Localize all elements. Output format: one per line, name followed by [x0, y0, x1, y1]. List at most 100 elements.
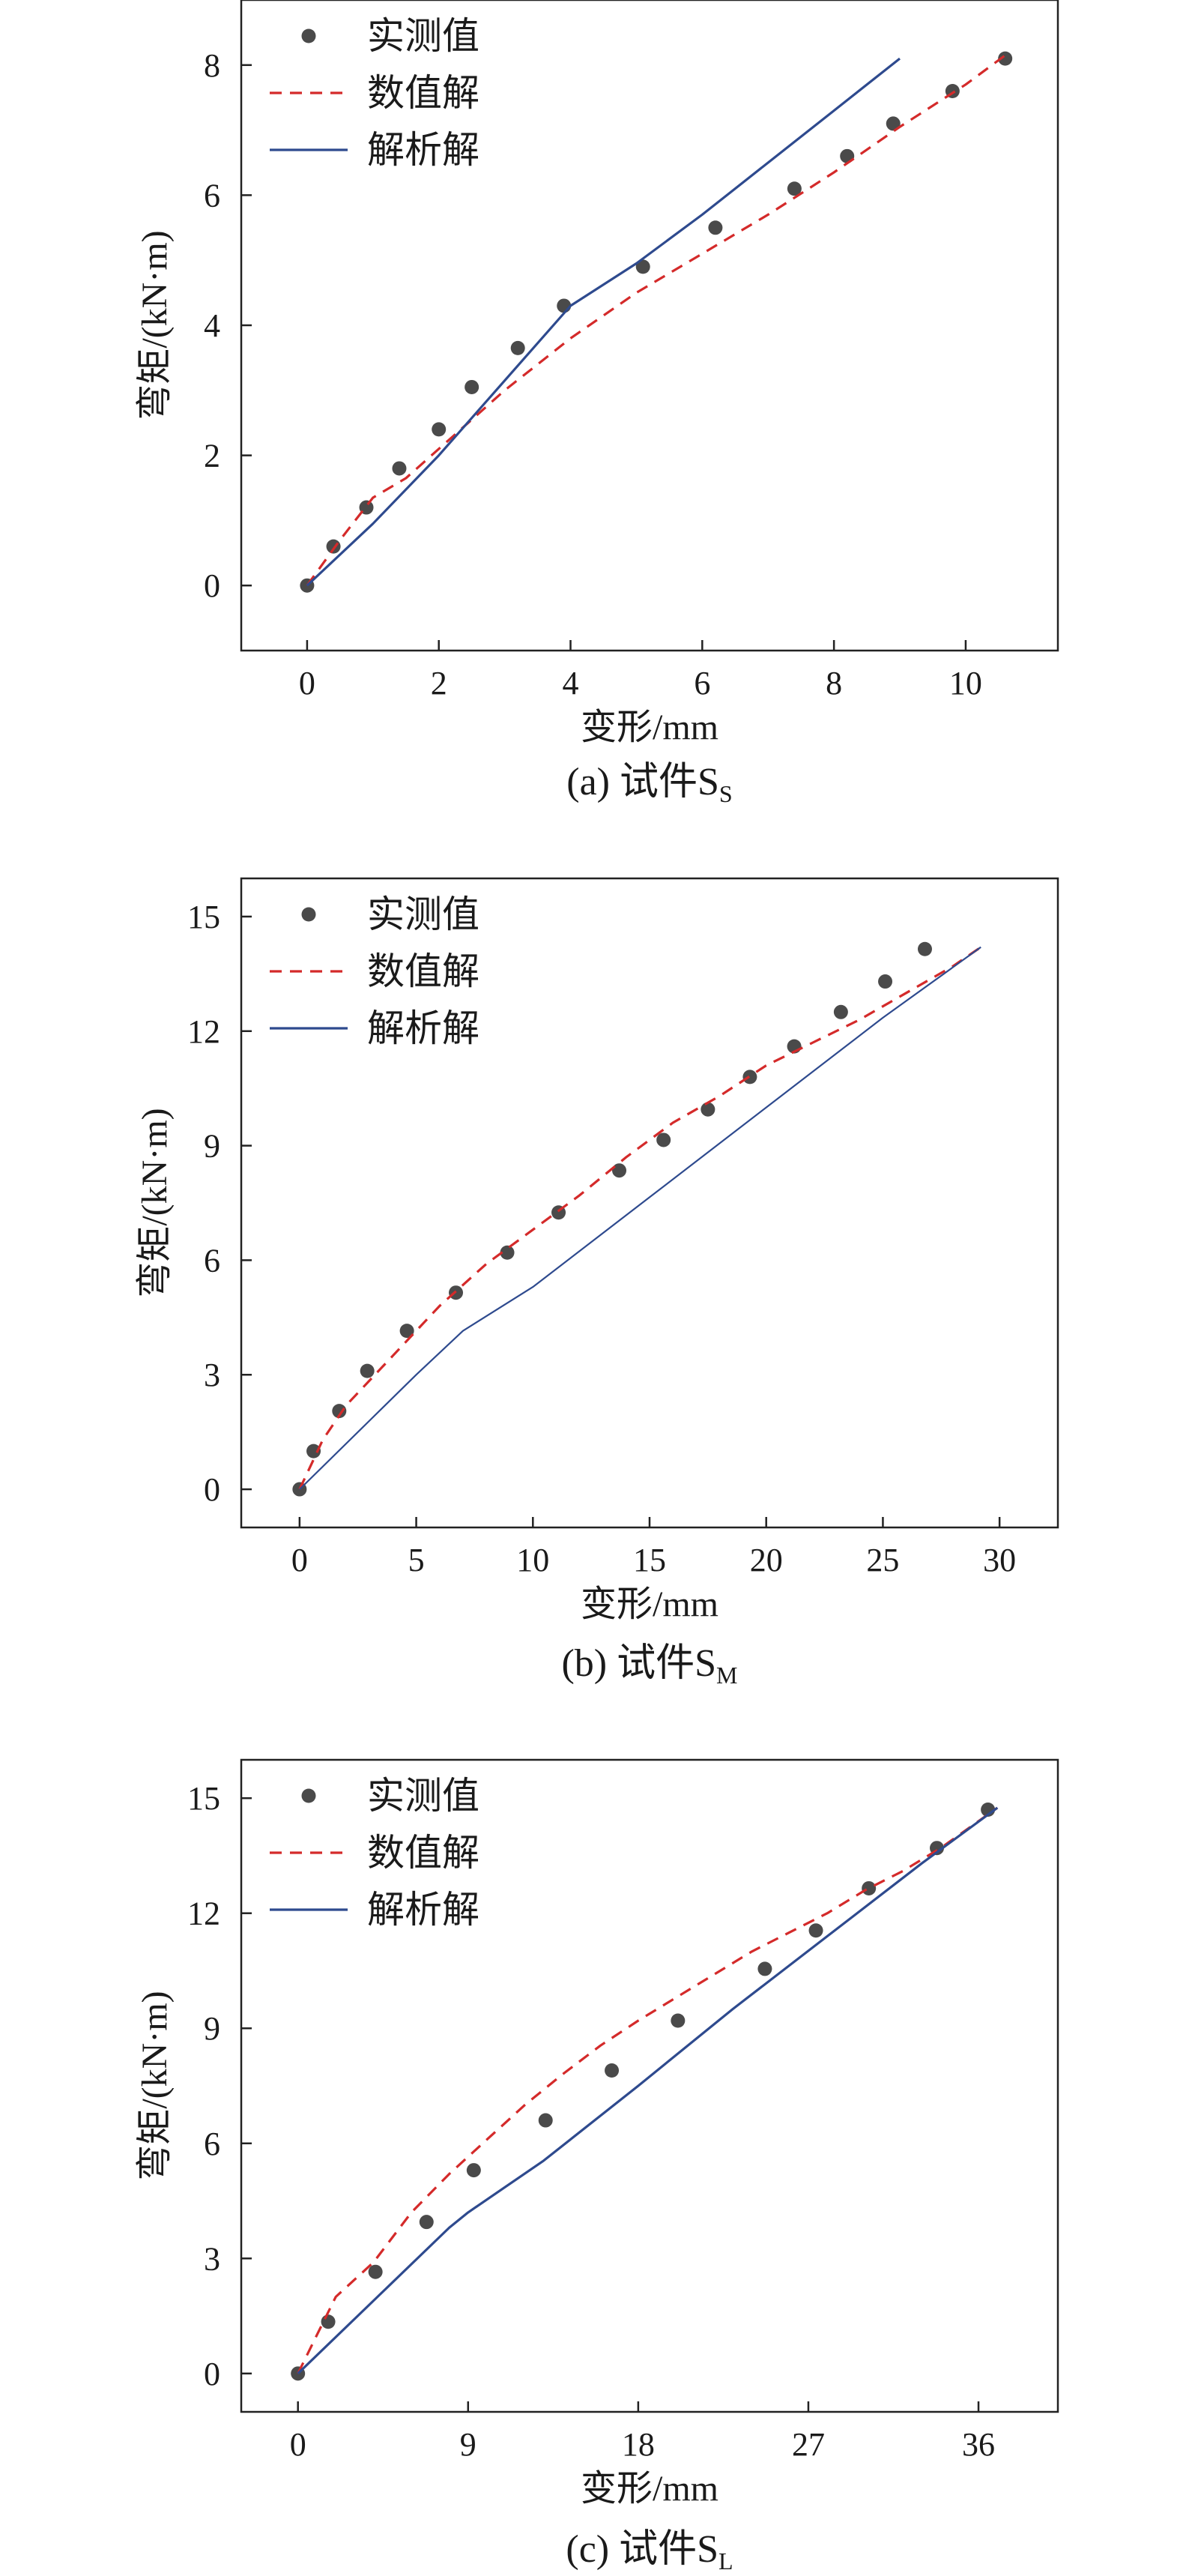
data-point [332, 1404, 347, 1419]
x-tick-label: 10 [516, 1542, 549, 1578]
x-tick-label: 6 [694, 665, 710, 702]
x-tick-label: 5 [408, 1542, 425, 1578]
legend-label: 实测值 [367, 1775, 479, 1817]
chart-caption: (c) 试件SL [566, 2528, 733, 2575]
data-point [998, 51, 1013, 66]
x-tick-label: 0 [290, 2426, 306, 2463]
y-tick-label: 12 [187, 1013, 220, 1050]
data-point [359, 500, 374, 515]
legend-label: 数值解 [367, 72, 479, 114]
legend-marker [301, 907, 316, 922]
data-point [419, 2215, 434, 2230]
x-tick-label: 36 [962, 2426, 995, 2463]
x-tick-label: 10 [949, 665, 982, 702]
y-tick-label: 15 [187, 899, 220, 935]
y-axis-label: 弯矩/(kN·m) [135, 1991, 175, 2180]
legend-label: 解析解 [367, 1007, 479, 1049]
legend-label: 解析解 [367, 129, 479, 171]
series-3-line [306, 57, 901, 587]
data-point [500, 1245, 515, 1260]
data-point [605, 2063, 620, 2078]
data-point [862, 1880, 877, 1895]
legend-label: 数值解 [367, 1832, 479, 1874]
data-point [321, 2314, 336, 2329]
x-tick-label: 18 [622, 2426, 655, 2463]
data-point [708, 220, 723, 235]
data-point [368, 2264, 383, 2279]
y-tick-label: 2 [204, 438, 220, 474]
data-point [635, 259, 650, 274]
series-2-line [298, 946, 982, 1490]
data-point [787, 181, 802, 196]
x-tick-label: 25 [866, 1542, 899, 1578]
y-tick-label: 12 [187, 1895, 220, 1932]
series-2-line [306, 54, 1006, 587]
legend-marker [301, 28, 316, 43]
data-point [656, 1132, 671, 1147]
series-1-points [292, 941, 932, 1497]
series-2-line [297, 1806, 999, 2374]
data-point [808, 1923, 823, 1938]
data-point [557, 298, 572, 313]
x-tick-label: 30 [983, 1542, 1016, 1578]
data-point [671, 2013, 686, 2028]
x-tick-label: 15 [633, 1542, 666, 1578]
y-tick-label: 9 [204, 1128, 220, 1165]
legend-label: 解析解 [367, 1889, 479, 1931]
y-tick-label: 6 [204, 2126, 220, 2162]
x-tick-label: 20 [750, 1542, 783, 1578]
data-point [510, 340, 525, 355]
data-point [878, 974, 893, 989]
y-tick-label: 6 [204, 177, 220, 214]
x-tick-label: 2 [431, 665, 447, 702]
data-point [833, 1004, 848, 1019]
data-point [306, 1444, 321, 1459]
data-point [538, 2113, 553, 2128]
x-tick-label: 9 [460, 2426, 476, 2463]
x-axis-label: 变形/mm [581, 1584, 718, 1624]
y-tick-label: 15 [187, 1780, 220, 1817]
chart-3: 0 9 18 27 3603691215变形/mm弯矩/(kN·m)实测值数值解解析解(… [135, 1758, 1059, 2575]
data-point [701, 1102, 715, 1117]
chart-caption: (b) 试件SM [561, 1642, 737, 1689]
y-tick-label: 9 [204, 2010, 220, 2047]
y-axis-label: 弯矩/(kN·m) [135, 230, 175, 420]
data-point [392, 461, 407, 476]
legend-label: 实测值 [367, 15, 479, 57]
x-tick-label: 8 [826, 665, 842, 702]
data-point [432, 422, 447, 437]
y-tick-label: 0 [204, 1471, 220, 1508]
data-point [466, 2163, 481, 2178]
data-point [917, 941, 932, 956]
chart-caption: (a) 试件SS [566, 761, 732, 807]
plot-frame [240, 0, 1059, 652]
data-point [399, 1324, 414, 1339]
y-tick-label: 3 [204, 1357, 220, 1393]
data-point [742, 1070, 757, 1085]
y-tick-label: 0 [204, 567, 220, 604]
y-tick-label: 3 [204, 2240, 220, 2277]
x-tick-label: 0 [299, 665, 315, 702]
data-point [326, 539, 341, 554]
legend-label: 实测值 [367, 893, 479, 935]
plot-frame [240, 1758, 1059, 2413]
data-point [886, 116, 901, 131]
series-3-line [299, 946, 981, 1490]
x-tick-label: 4 [563, 665, 579, 702]
y-tick-label: 4 [204, 307, 220, 344]
y-tick-label: 6 [204, 1242, 220, 1279]
x-tick-label: 0 [291, 1542, 308, 1578]
chart-2: 0 5 10 15 20 25 30 0 3 6 9 12 15 变形/mm 弯矩/(kN·m) 实测值数值解… [135, 877, 1059, 1689]
data-point [465, 379, 479, 394]
data-point [612, 1163, 627, 1178]
y-axis-label: 弯矩/(kN·m) [135, 1108, 175, 1297]
x-axis-label: 变形/mm [581, 708, 718, 747]
y-tick-label: 0 [204, 2356, 220, 2392]
data-point [757, 1961, 772, 1976]
series-3-line [297, 1806, 999, 2374]
